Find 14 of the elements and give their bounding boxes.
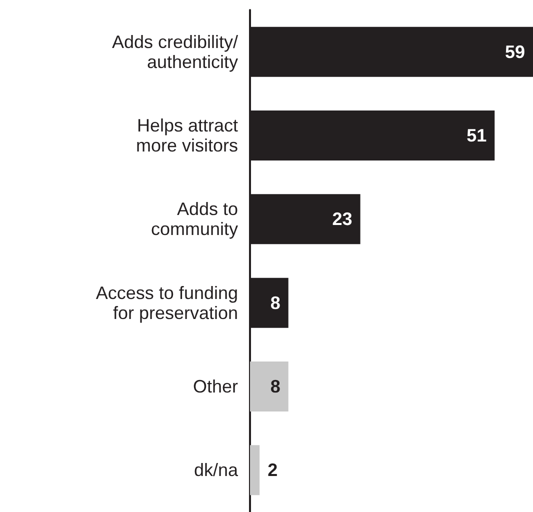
bar [250,445,260,496]
y-tick-label: Access to funding for preservation [96,282,238,323]
y-tick-label: Helps attract more visitors [136,116,238,156]
data-label: 59 [504,42,525,62]
data-label: 51 [466,126,487,146]
y-tick-label: Other [192,376,238,396]
y-tick-label: Adds to community [150,199,238,240]
data-label: 8 [270,376,280,396]
bar [250,362,288,412]
data-label: 2 [268,460,278,480]
data-label: 23 [332,209,352,230]
y-tick-label: Adds credibility/ authenticity [112,32,238,72]
data-label: 8 [270,292,280,313]
y-tick-label: dk/na [194,460,239,480]
